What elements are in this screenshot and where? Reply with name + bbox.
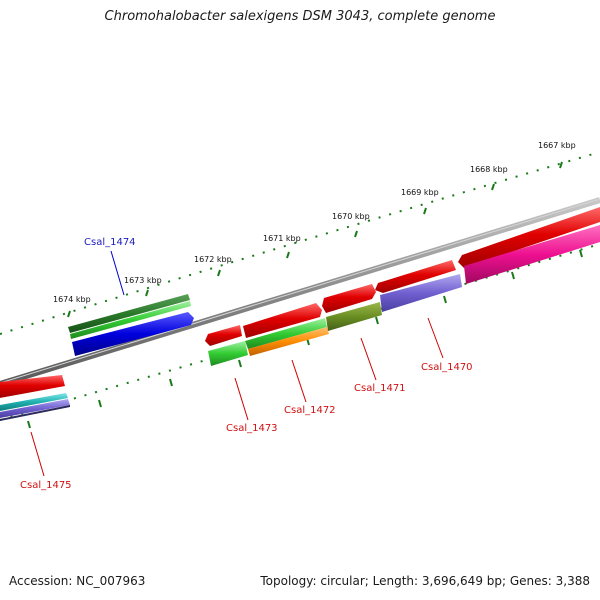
inner-major-tick: [375, 316, 379, 325]
outer-major-tick: [67, 310, 71, 318]
cds-csal-1472[interactable]: [243, 303, 322, 338]
outer-major-tick: [491, 183, 495, 191]
leader-csal-1474: [110, 250, 125, 296]
leader-csal-1475: [30, 431, 45, 477]
outer-ruler: [0, 151, 600, 335]
gene-magenta-right[interactable]: [464, 225, 600, 284]
inner-major-tick: [98, 399, 102, 408]
ruler-label: 1670 kbp: [332, 212, 370, 221]
gene-csal-1473-green[interactable]: [208, 341, 248, 366]
inner-major-tick: [238, 359, 242, 368]
inner-major-tick: [27, 420, 31, 429]
cds-csal-1470[interactable]: [375, 260, 456, 293]
inner-ruler: [0, 243, 600, 429]
ruler-label: 1674 kbp: [53, 295, 91, 304]
inner-major-tick: [443, 295, 447, 304]
genome-summary: Topology: circular; Length: 3,696,649 bp…: [260, 574, 590, 588]
ruler-label: 1672 kbp: [194, 255, 232, 264]
label-csal-1475: Csal_1475: [20, 480, 72, 491]
inner-major-tick: [511, 271, 515, 280]
gene-csal-1474[interactable]: [68, 294, 190, 333]
outer-major-tick: [217, 269, 221, 277]
ruler-label: 1673 kbp: [124, 276, 162, 285]
leader-csal-1473: [234, 377, 249, 421]
gene-csal-1472-green[interactable]: [245, 318, 327, 349]
genome-backbone-highlight: [0, 198, 600, 384]
cds-red-right[interactable]: [458, 207, 600, 268]
label-csal-1471: Csal_1471: [354, 383, 406, 394]
outer-major-tick: [423, 207, 427, 215]
gene-csal-1471-olive[interactable]: [326, 302, 382, 331]
ruler-label: 1669 kbp: [401, 188, 439, 197]
outer-ruler-track: [0, 151, 600, 335]
leader-csal-1472: [291, 359, 307, 403]
gene-csal-1475-teal[interactable]: [0, 393, 68, 411]
cds-csal-1471[interactable]: [322, 284, 376, 313]
outer-major-tick: [354, 230, 358, 238]
gene-csal-1475-slate[interactable]: [0, 399, 70, 418]
label-csal-1470: Csal_1470: [421, 362, 473, 373]
label-csal-1472: Csal_1472: [284, 405, 336, 416]
ruler-label: 1668 kbp: [470, 165, 508, 174]
gene-csal-1470-slate[interactable]: [380, 274, 462, 312]
leader-csal-1471: [360, 337, 377, 381]
ruler-labels: 1674 kbp 1673 kbp 1672 kbp 1671 kbp 1670…: [53, 141, 576, 304]
outer-major-tick: [559, 161, 563, 169]
accession-text: Accession: NC_007963: [9, 574, 146, 588]
gene-csal-1474-light[interactable]: [70, 301, 191, 339]
inner-major-tick: [169, 378, 173, 387]
inner-major-tick: [579, 249, 583, 258]
gene-csal-1475-dark: [0, 405, 70, 421]
gene-csal-1472-orange[interactable]: [248, 327, 329, 356]
ruler-label: 1667 kbp: [538, 141, 576, 150]
cds-csal-1474[interactable]: [72, 312, 194, 356]
outer-major-tick: [286, 251, 290, 259]
genome-backbone: [0, 197, 600, 387]
outer-major-tick: [145, 289, 149, 297]
cds-csal-1475[interactable]: [0, 375, 65, 398]
inner-ruler-track: [0, 243, 600, 421]
gene-csal-1475-white: [0, 387, 66, 403]
map-title: Chromohalobacter salexigens DSM 3043, co…: [104, 9, 496, 24]
label-csal-1474: Csal_1474: [84, 237, 136, 248]
leader-csal-1470: [427, 317, 444, 359]
cds-csal-1473[interactable]: [205, 325, 242, 346]
ruler-label: 1671 kbp: [263, 234, 301, 243]
label-csal-1473: Csal_1473: [226, 423, 278, 434]
